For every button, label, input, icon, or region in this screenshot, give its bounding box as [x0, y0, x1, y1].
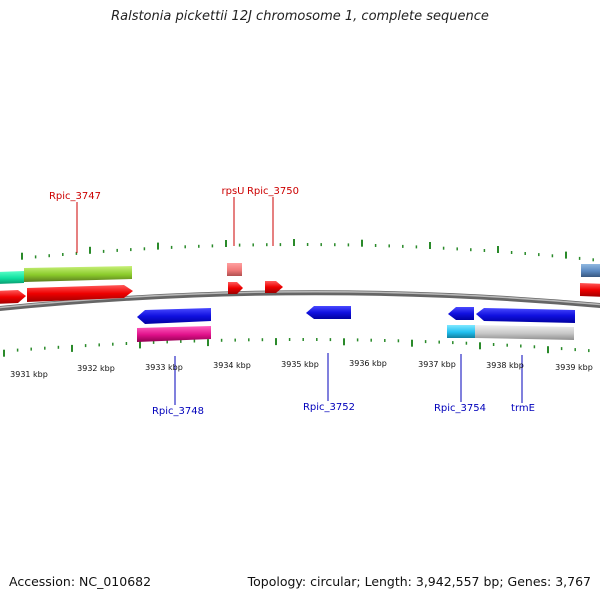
gene-steel-right: [581, 264, 600, 277]
gene-red-left: [0, 290, 26, 304]
gene-red-right: [580, 283, 600, 297]
kbp-label-3932: 3932 kbp: [77, 364, 115, 373]
gene-gray-bottom: [475, 325, 574, 340]
kbp-label-3939: 3939 kbp: [555, 363, 593, 372]
kbp-label-3931: 3931 kbp: [10, 370, 48, 379]
genome-backbone-highlight: [0, 290, 600, 309]
gene-label-rpsU: rpsU: [222, 186, 245, 197]
gene-label-rpic3752: Rpic_3752: [303, 402, 355, 413]
gene-blue-rpic3752: [306, 306, 351, 319]
gene-red-rpic3747: [27, 285, 133, 302]
tick-ring-top: [21, 239, 594, 262]
kbp-label-3936: 3936 kbp: [349, 359, 387, 368]
kbp-label-3934: 3934 kbp: [213, 361, 251, 370]
kbp-label-3937: 3937 kbp: [418, 360, 456, 369]
map-title: Ralstonia pickettii 12J chromosome 1, co…: [111, 9, 489, 24]
gene-red-rpic3750: [265, 281, 283, 293]
gene-label-trmE: trmE: [511, 403, 535, 414]
gene-label-rpic3754: Rpic_3754: [434, 403, 486, 414]
gene-teal-outer: [0, 271, 24, 284]
gene-label-rpic3750: Rpic_3750: [247, 186, 299, 197]
kbp-label-3933: 3933 kbp: [145, 363, 183, 372]
gene-rpsU-block: [227, 263, 242, 276]
gene-green-outer: [24, 266, 132, 282]
sequence-info-text: Topology: circular; Length: 3,942,557 bp…: [247, 574, 591, 589]
kbp-label-3935: 3935 kbp: [281, 360, 319, 369]
gene-cyan-bottom: [447, 325, 475, 338]
gene-pink-rpic3748: [137, 326, 211, 342]
kbp-label-3938: 3938 kbp: [486, 361, 524, 370]
gene-red-rpsU: [228, 282, 243, 294]
gene-blue-rpic3748: [137, 308, 211, 324]
gene-blue-trmE: [476, 308, 575, 323]
gene-label-rpic3747: Rpic_3747: [49, 191, 101, 202]
gene-blue-rpic3754: [448, 307, 474, 320]
tick-ring-bottom: [3, 338, 590, 357]
accession-text: Accession: NC_010682: [9, 574, 152, 589]
gene-label-rpic3748: Rpic_3748: [152, 406, 204, 417]
genome-backbone: [0, 290, 600, 312]
